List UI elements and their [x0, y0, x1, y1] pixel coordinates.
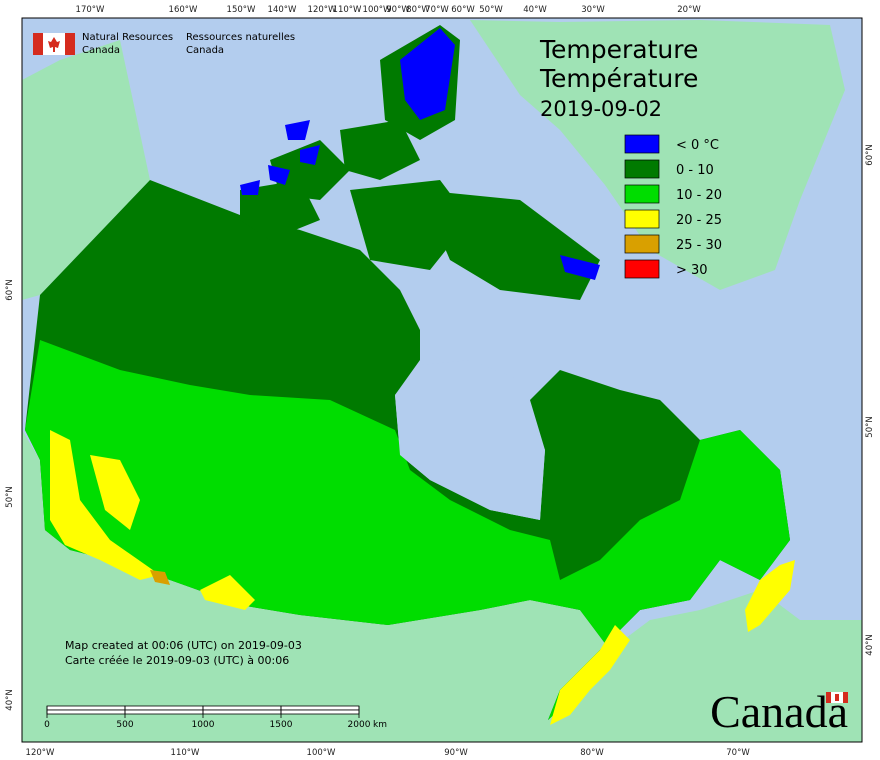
title: Température	[539, 64, 698, 93]
lon-label: 60°W	[451, 5, 475, 15]
lon-label: 140°W	[268, 5, 297, 15]
flag-band	[65, 33, 75, 55]
hot-area	[150, 570, 170, 585]
warm-areas	[50, 430, 795, 725]
area	[90, 455, 140, 530]
scale-segment	[124, 709, 204, 715]
lat-label: 40°N	[5, 689, 15, 710]
lon-label: 30°W	[581, 5, 605, 15]
lon-label: 100°W	[363, 5, 392, 15]
scale-unit: km	[373, 720, 387, 730]
lon-label: 160°W	[169, 5, 198, 15]
lon-label: 40°W	[523, 5, 547, 15]
agency-en: Canada	[82, 45, 120, 56]
island	[270, 240, 360, 330]
scale-label: 500	[116, 720, 133, 730]
lon-label: 100°W	[307, 748, 336, 758]
legend-swatch	[624, 209, 660, 229]
lon-label: 70°W	[425, 5, 449, 15]
area	[560, 255, 600, 280]
canada-south	[25, 340, 790, 720]
scale-label: 1000	[192, 720, 215, 730]
lon-label: 120°W	[26, 748, 55, 758]
credit: Carte créée le 2019-09-03 (UTC) à 00:06	[65, 654, 289, 667]
area	[550, 625, 630, 725]
scale-segment	[46, 709, 126, 715]
scale-segment	[46, 705, 126, 711]
cold-areas	[240, 28, 600, 280]
lon-label: 50°W	[479, 5, 503, 15]
area	[200, 575, 255, 610]
scale-label: 1500	[270, 720, 293, 730]
island	[340, 120, 420, 180]
maple-leaf	[835, 694, 839, 701]
hudson-bay	[395, 360, 545, 520]
area	[50, 430, 160, 580]
agency-fr: Canada	[186, 45, 224, 56]
scale-segment	[202, 705, 282, 711]
legend-label: 20 - 25	[676, 213, 722, 228]
legend-label: 25 - 30	[676, 238, 722, 253]
area	[285, 120, 310, 140]
scale-segment	[124, 705, 204, 711]
lon-label: 70°W	[726, 748, 750, 758]
scale-segment	[280, 709, 360, 715]
legend-label: < 0 °C	[676, 138, 719, 153]
legend-label: 10 - 20	[676, 188, 722, 203]
scale-label: 0	[44, 720, 50, 730]
lat-label: 50°N	[5, 486, 15, 507]
maple-leaf	[48, 37, 60, 52]
legend-swatch	[624, 184, 660, 204]
frame	[21, 17, 863, 743]
wordmark-flag	[826, 692, 848, 703]
lon-label: 110°W	[171, 748, 200, 758]
agency-en: Natural Resources	[82, 32, 173, 43]
map-area	[21, 17, 863, 743]
lon-label: 80°W	[406, 5, 430, 15]
lon-label: 120°W	[308, 5, 337, 15]
title: Temperature	[539, 35, 698, 64]
lon-label: 110°W	[333, 5, 362, 15]
lon-label: 90°W	[386, 5, 410, 15]
lat-label: 60°N	[865, 144, 875, 165]
legend-swatch	[624, 259, 660, 279]
lon-label: 90°W	[444, 748, 468, 758]
credit: Map created at 00:06 (UTC) on 2019-09-03	[65, 639, 302, 652]
alaska	[22, 40, 150, 300]
agency-fr: Ressources naturelles	[186, 32, 295, 43]
legend-swatch	[624, 134, 660, 154]
scale-label: 2000	[348, 720, 371, 730]
flag-band	[843, 692, 848, 703]
lat-label: 50°N	[865, 416, 875, 437]
area	[268, 165, 290, 185]
flag-band	[826, 692, 831, 703]
lon-label: 150°W	[227, 5, 256, 15]
lat-label: 40°N	[865, 634, 875, 655]
lon-label: 20°W	[677, 5, 701, 15]
greenland	[470, 20, 845, 290]
area	[300, 145, 320, 165]
legend-label: > 30	[676, 263, 708, 278]
lon-label: 170°W	[76, 5, 105, 15]
scale-segment	[280, 705, 360, 711]
area	[240, 180, 260, 195]
island	[420, 190, 600, 300]
area	[745, 560, 795, 632]
wordmark: Canada	[710, 686, 848, 737]
canada-flag	[33, 33, 75, 55]
area	[400, 28, 455, 120]
legend-label: 0 - 10	[676, 163, 714, 178]
legend-swatch	[624, 234, 660, 254]
lon-label: 80°W	[580, 748, 604, 758]
date: 2019-09-02	[540, 97, 662, 121]
island	[240, 180, 320, 240]
lat-label: 60°N	[5, 279, 15, 300]
legend-swatch	[624, 159, 660, 179]
usa	[22, 430, 862, 742]
scale-segment	[202, 709, 282, 715]
flag-band	[33, 33, 43, 55]
